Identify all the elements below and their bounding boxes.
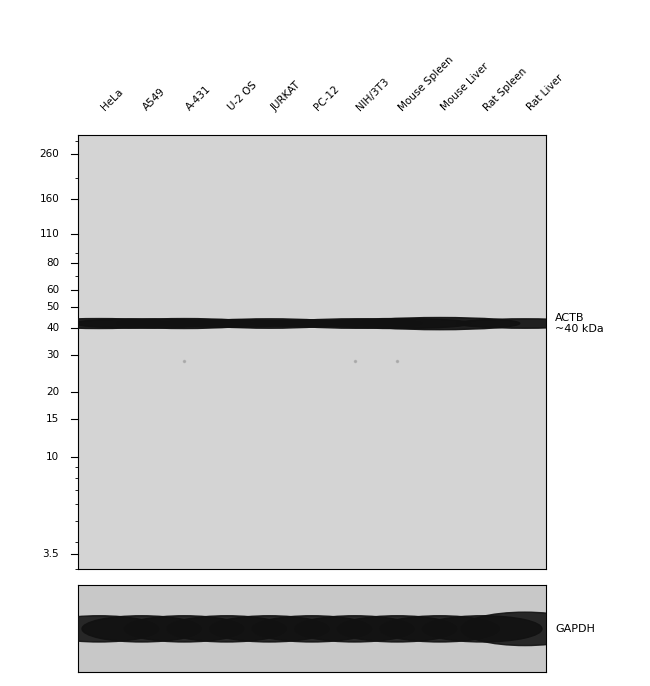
Ellipse shape [252,616,372,642]
Ellipse shape [253,320,371,327]
Ellipse shape [422,616,542,642]
Text: Mouse Liver: Mouse Liver [440,61,491,113]
Text: 110: 110 [40,229,59,239]
Text: ACTB
~40 kDa: ACTB ~40 kDa [555,313,604,334]
Ellipse shape [32,318,166,329]
Text: 60: 60 [46,285,59,295]
Text: 10: 10 [46,452,59,462]
Ellipse shape [295,616,414,642]
Ellipse shape [164,320,290,327]
Text: Rat Liver: Rat Liver [525,73,565,113]
Text: HeLa: HeLa [99,87,125,113]
Ellipse shape [40,616,159,642]
Text: JURKAT: JURKAT [269,80,302,113]
Ellipse shape [287,319,422,328]
Text: A-431: A-431 [184,84,213,113]
Ellipse shape [202,319,337,328]
Text: 30: 30 [46,350,59,359]
Ellipse shape [82,616,202,642]
Text: Rat Spleen: Rat Spleen [482,66,529,113]
Ellipse shape [462,612,589,646]
Text: 160: 160 [40,194,59,204]
Ellipse shape [117,318,252,329]
Ellipse shape [125,616,244,642]
Ellipse shape [458,319,592,328]
Ellipse shape [359,318,520,330]
Ellipse shape [380,616,499,642]
Text: NIH/3T3: NIH/3T3 [355,76,391,113]
Ellipse shape [167,616,287,642]
Text: 80: 80 [46,259,59,268]
Text: 40: 40 [46,323,59,333]
Ellipse shape [324,318,471,329]
Text: 260: 260 [40,149,59,159]
Text: PC-12: PC-12 [312,84,341,113]
Text: 50: 50 [46,303,59,312]
Text: U-2 OS: U-2 OS [227,80,259,113]
Ellipse shape [74,319,209,328]
Text: 15: 15 [46,414,59,424]
Text: GAPDH: GAPDH [555,624,595,634]
Ellipse shape [210,616,329,642]
Text: 3.5: 3.5 [43,549,59,560]
Ellipse shape [337,616,457,642]
Text: A549: A549 [142,86,168,113]
Text: 20: 20 [46,388,59,397]
Text: Mouse Spleen: Mouse Spleen [397,54,456,113]
